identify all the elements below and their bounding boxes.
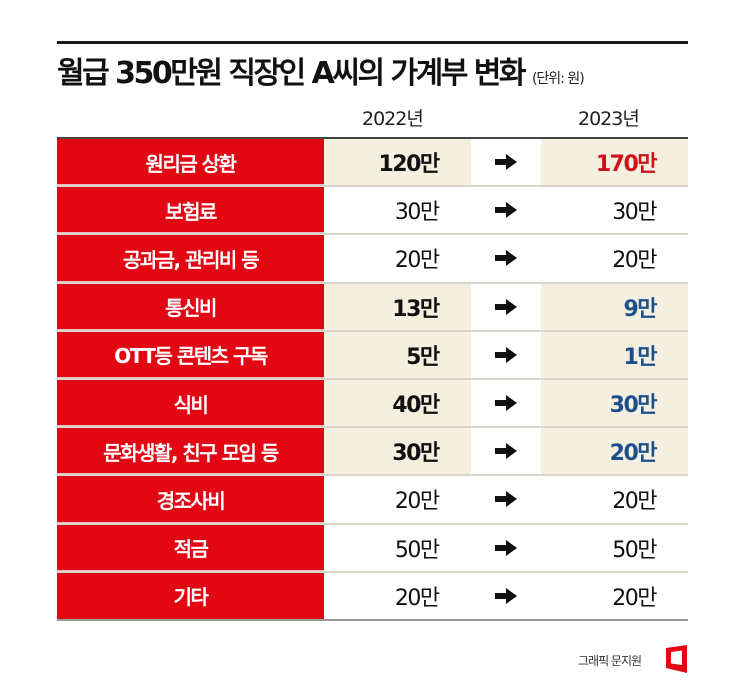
row-label: 기타	[57, 572, 325, 619]
red-frame-logo-icon	[666, 645, 687, 673]
arrow-right-icon	[470, 331, 542, 378]
arrow-right-icon	[470, 572, 542, 619]
column-header-2022: 2022년	[362, 108, 424, 130]
value-2022: 30만	[324, 428, 471, 475]
value-2023: 170만	[541, 139, 688, 186]
value-2022: 5만	[324, 331, 471, 378]
table-row: 경조사비 20만 20만	[57, 476, 688, 525]
value-2022: 30만	[394, 200, 440, 226]
row-label: 원리금 상환	[57, 139, 325, 186]
title-rule	[57, 41, 688, 44]
table-row: 보험료 30만 30만	[57, 187, 688, 236]
value-2023: 30만	[541, 379, 688, 427]
unit-label: (단위: 원)	[531, 71, 585, 87]
column-header-2023: 2023년	[578, 108, 640, 130]
title-text: 월급 350만원 직장인 A씨의 가계부 변화	[57, 56, 526, 91]
table-row: 원리금 상환 120만 170만	[57, 139, 688, 188]
value-2022: 40만	[324, 379, 471, 427]
graphic-credit: 그래픽 문지원	[578, 654, 642, 668]
value-2023: 20만	[612, 585, 657, 611]
table-row: 적금 50만 50만	[57, 524, 688, 573]
arrow-right-icon	[470, 476, 542, 523]
table-row: 기타 20만 20만	[57, 572, 688, 621]
value-2022: 20만	[394, 248, 440, 274]
page-title: 월급 350만원 직장인 A씨의 가계부 변화 (단위: 원)	[57, 52, 585, 101]
table-row: OTT등 콘텐츠 구독 5만 1만	[57, 331, 688, 380]
row-label: 통신비	[57, 283, 325, 330]
value-2023: 50만	[612, 537, 657, 563]
value-2022: 13만	[324, 283, 471, 330]
table-row: 문화생활, 친구 모임 등 30만 20만	[57, 428, 688, 477]
arrow-right-icon	[470, 283, 542, 330]
row-label: 적금	[57, 524, 325, 571]
value-2023: 30만	[612, 200, 657, 226]
value-2023: 20만	[612, 248, 657, 274]
arrow-right-icon	[470, 524, 542, 571]
row-label: 문화생활, 친구 모임 등	[57, 428, 325, 475]
value-2022: 20만	[394, 585, 440, 611]
value-2023: 1만	[541, 331, 688, 378]
arrow-right-icon	[470, 187, 542, 234]
value-2022: 120만	[324, 139, 471, 186]
value-2023: 20만	[541, 428, 688, 475]
row-label: OTT등 콘텐츠 구독	[57, 331, 325, 378]
arrow-right-icon	[470, 139, 542, 186]
arrow-right-icon	[470, 428, 542, 475]
table-row: 통신비 13만 9만	[57, 283, 688, 332]
arrow-right-icon	[470, 379, 542, 427]
table-row: 공과금, 관리비 등 20만 20만	[57, 235, 688, 284]
value-2022: 50만	[394, 537, 440, 563]
value-2023: 20만	[612, 489, 657, 515]
budget-table: 원리금 상환 120만 170만 보험료 30만 30만 공과금, 관리비 등 20만 20만 통…	[57, 137, 688, 621]
row-label: 경조사비	[57, 476, 325, 523]
row-label: 공과금, 관리비 등	[57, 235, 325, 282]
value-2022: 20만	[394, 489, 440, 515]
value-2023: 9만	[541, 283, 688, 330]
arrow-right-icon	[470, 235, 542, 282]
table-row: 식비 40만 30만	[57, 379, 688, 429]
row-label: 보험료	[57, 187, 325, 234]
row-label: 식비	[57, 379, 325, 427]
